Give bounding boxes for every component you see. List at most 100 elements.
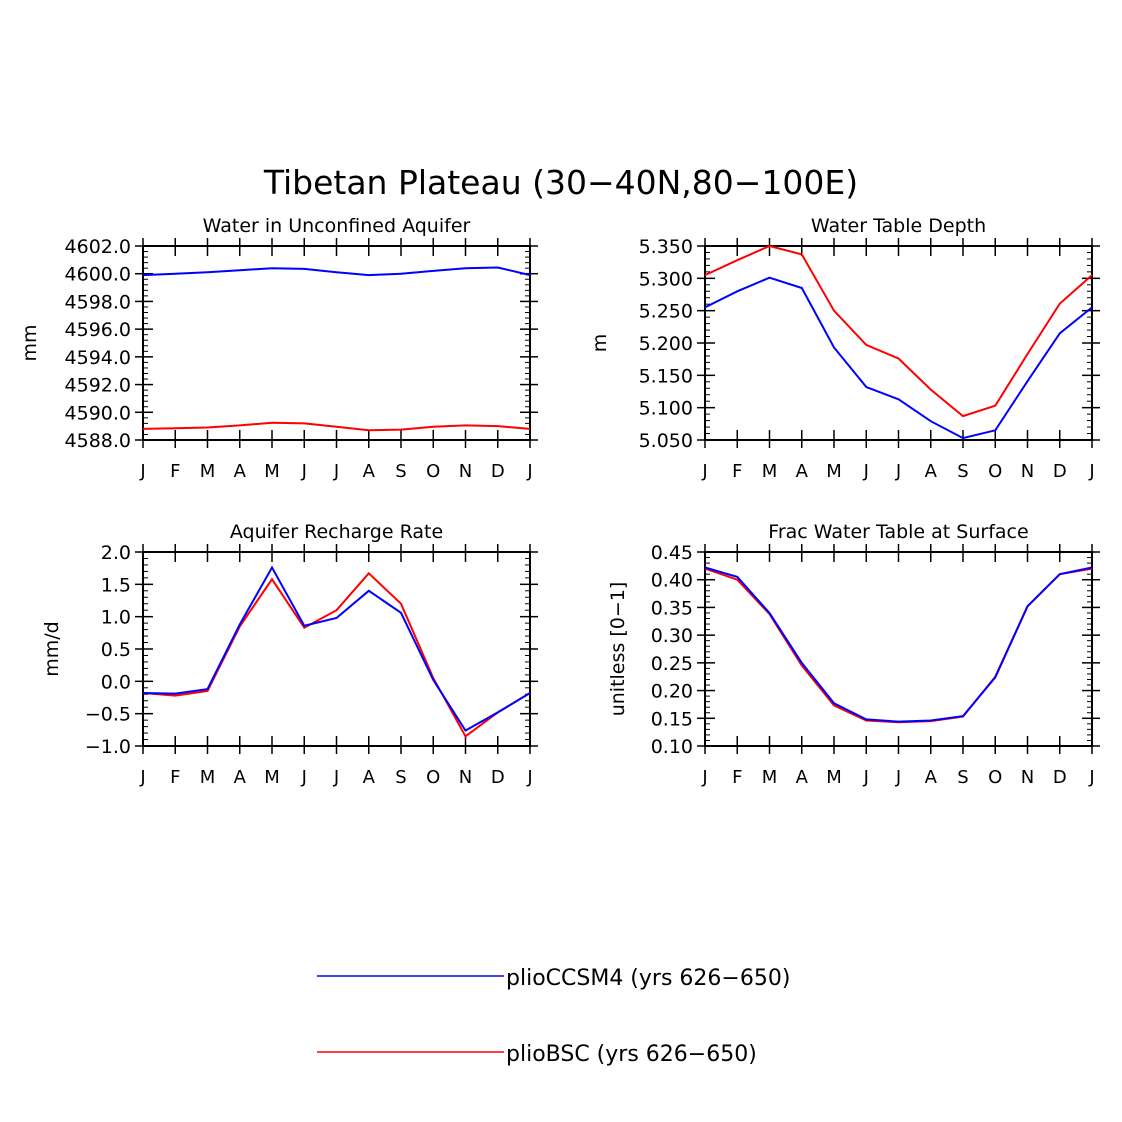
x-tick-label: J bbox=[1088, 461, 1094, 482]
x-tick-label: D bbox=[1053, 767, 1067, 788]
y-tick-label: 0.40 bbox=[651, 570, 693, 592]
x-tick-label: J bbox=[526, 461, 532, 482]
panel-title: Aquifer Recharge Rate bbox=[230, 521, 443, 543]
y-tick-label: 4588.0 bbox=[65, 430, 131, 452]
y-tick-label: 0.0 bbox=[101, 671, 131, 693]
x-tick-label: O bbox=[426, 767, 440, 788]
panel-title: Water in Unconfined Aquifer bbox=[203, 215, 471, 237]
x-tick-label: J bbox=[701, 767, 707, 788]
y-tick-label: 1.5 bbox=[101, 574, 131, 596]
y-tick-label: −0.5 bbox=[85, 704, 131, 726]
y-tick-label: 0.25 bbox=[651, 653, 693, 675]
x-tick-label: A bbox=[363, 767, 376, 788]
x-tick-label: J bbox=[526, 767, 532, 788]
y-tick-label: 4592.0 bbox=[65, 375, 131, 397]
x-tick-label: S bbox=[957, 461, 968, 482]
y-tick-label: 1.0 bbox=[101, 607, 131, 629]
x-tick-label: A bbox=[925, 461, 938, 482]
y-tick-label: 4600.0 bbox=[65, 264, 131, 286]
plot-frame bbox=[142, 551, 531, 747]
y-tick-label: 0.15 bbox=[651, 708, 693, 730]
y-axis-label: mm bbox=[19, 324, 41, 361]
x-tick-label: J bbox=[139, 461, 145, 482]
x-tick-label: F bbox=[170, 461, 180, 482]
y-axis-label: m bbox=[589, 334, 611, 353]
x-tick-label: M bbox=[762, 767, 778, 788]
x-tick-label: D bbox=[1053, 461, 1067, 482]
x-tick-label: M bbox=[264, 461, 280, 482]
y-tick-label: 5.150 bbox=[639, 365, 693, 387]
x-tick-label: J bbox=[701, 461, 707, 482]
series-line-1 bbox=[142, 266, 531, 277]
x-tick-label: A bbox=[363, 461, 376, 482]
x-tick-label: N bbox=[459, 767, 472, 788]
legend-label-plioCCSM4: plioCCSM4 (yrs 626−650) bbox=[506, 966, 790, 991]
y-tick-label: 0.45 bbox=[651, 542, 693, 564]
x-tick-label: J bbox=[895, 767, 901, 788]
x-tick-label: J bbox=[863, 767, 869, 788]
series-line-2 bbox=[142, 421, 531, 432]
x-tick-label: N bbox=[459, 461, 472, 482]
x-tick-label: J bbox=[333, 767, 339, 788]
y-tick-label: 2.0 bbox=[101, 542, 131, 564]
x-tick-label: N bbox=[1021, 461, 1034, 482]
x-tick-label: D bbox=[491, 461, 505, 482]
x-tick-label: J bbox=[333, 461, 339, 482]
y-tick-label: 0.5 bbox=[101, 639, 131, 661]
x-tick-label: S bbox=[395, 767, 406, 788]
series-line-1 bbox=[142, 571, 531, 738]
series-line-2 bbox=[704, 566, 1093, 723]
x-tick-label: F bbox=[732, 461, 742, 482]
x-tick-label: O bbox=[988, 767, 1002, 788]
y-tick-label: 0.30 bbox=[651, 625, 693, 647]
y-tick-label: 5.050 bbox=[639, 430, 693, 452]
y-tick-label: 4602.0 bbox=[65, 236, 131, 258]
y-tick-label: −1.0 bbox=[85, 736, 131, 758]
x-tick-label: M bbox=[826, 767, 842, 788]
y-tick-label: 4598.0 bbox=[65, 291, 131, 313]
x-tick-label: D bbox=[491, 767, 505, 788]
series-line-1 bbox=[704, 244, 1093, 418]
x-tick-label: S bbox=[957, 767, 968, 788]
y-tick-label: 4594.0 bbox=[65, 347, 131, 369]
legend-label-plioBSC: plioBSC (yrs 626−650) bbox=[506, 1042, 757, 1067]
x-tick-label: A bbox=[796, 767, 809, 788]
legend: plioCCSM4 (yrs 626−650) plioBSC (yrs 626… bbox=[317, 966, 790, 1067]
x-tick-label: F bbox=[732, 767, 742, 788]
series-line-2 bbox=[704, 276, 1093, 440]
y-axis-label: mm/d bbox=[41, 621, 63, 676]
y-tick-label: 0.10 bbox=[651, 736, 693, 758]
x-tick-label: J bbox=[895, 461, 901, 482]
x-tick-label: A bbox=[796, 461, 809, 482]
panel-title: Frac Water Table at Surface bbox=[768, 521, 1028, 543]
x-tick-label: O bbox=[426, 461, 440, 482]
x-tick-label: A bbox=[234, 461, 247, 482]
y-tick-label: 0.20 bbox=[651, 681, 693, 703]
y-axis-label: unitless [0−1] bbox=[607, 582, 629, 717]
series-line-2 bbox=[142, 565, 531, 732]
x-tick-label: J bbox=[301, 767, 307, 788]
y-tick-label: 5.250 bbox=[639, 301, 693, 323]
y-tick-label: 5.200 bbox=[639, 333, 693, 355]
x-tick-label: A bbox=[234, 767, 247, 788]
x-tick-label: M bbox=[200, 461, 216, 482]
y-tick-label: 0.35 bbox=[651, 597, 693, 619]
x-tick-label: O bbox=[988, 461, 1002, 482]
x-tick-label: J bbox=[863, 461, 869, 482]
x-tick-label: M bbox=[762, 461, 778, 482]
x-tick-label: N bbox=[1021, 767, 1034, 788]
x-tick-label: F bbox=[170, 767, 180, 788]
x-tick-label: J bbox=[139, 767, 145, 788]
y-tick-label: 5.100 bbox=[639, 398, 693, 420]
plot-frame bbox=[704, 551, 1093, 747]
x-tick-label: J bbox=[1088, 767, 1094, 788]
x-tick-label: M bbox=[264, 767, 280, 788]
y-tick-label: 4590.0 bbox=[65, 402, 131, 424]
figure-title: Tibetan Plateau (30−40N,80−100E) bbox=[263, 163, 858, 202]
x-tick-label: M bbox=[826, 461, 842, 482]
